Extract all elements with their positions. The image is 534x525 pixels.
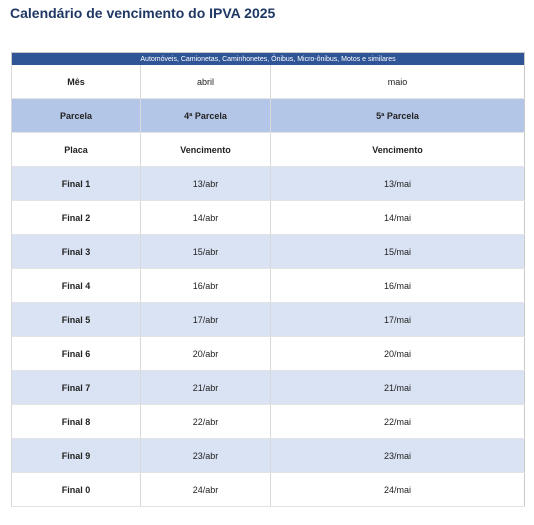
table-cell: Final 2 xyxy=(11,200,141,235)
table-cell: 24/mai xyxy=(270,472,525,507)
table-cell: Final 1 xyxy=(11,166,141,201)
table-row: Final 1 13/abr 13/mai xyxy=(11,166,525,201)
table-cell: 22/mai xyxy=(270,404,525,439)
table-cell: 15/abr xyxy=(140,234,271,269)
table-cell: 20/abr xyxy=(140,336,271,371)
table-cell: 23/abr xyxy=(140,438,271,473)
table-row: Parcela 4ª Parcela 5ª Parcela xyxy=(11,98,525,133)
table-cell: 24/abr xyxy=(140,472,271,507)
ipva-table: Automóveis, Camionetas, Caminhonetes, Ôn… xyxy=(11,52,525,507)
table-cell: Vencimento xyxy=(140,132,271,167)
table-row: Final 3 15/abr 15/mai xyxy=(11,234,525,269)
table-row: Final 0 24/abr 24/mai xyxy=(11,472,525,507)
table-cell: Final 3 xyxy=(11,234,141,269)
table-cell: 14/abr xyxy=(140,200,271,235)
table-cell: Final 0 xyxy=(11,472,141,507)
table-row: Mês abril maio xyxy=(11,65,525,99)
table-cell: 13/abr xyxy=(140,166,271,201)
table-row: Final 7 21/abr 21/mai xyxy=(11,370,525,405)
table-cell: Parcela xyxy=(11,98,141,133)
table-row: Final 5 17/abr 17/mai xyxy=(11,302,525,337)
table-row: Final 2 14/abr 14/mai xyxy=(11,200,525,235)
table-caption: Automóveis, Camionetas, Caminhonetes, Ôn… xyxy=(11,52,525,65)
table-cell: Vencimento xyxy=(270,132,525,167)
table-cell: 5ª Parcela xyxy=(270,98,525,133)
table-cell: 15/mai xyxy=(270,234,525,269)
table-cell: 14/mai xyxy=(270,200,525,235)
table-cell: Final 8 xyxy=(11,404,141,439)
caption-row: Automóveis, Camionetas, Caminhonetes, Ôn… xyxy=(11,52,525,65)
table-cell: Final 6 xyxy=(11,336,141,371)
table-cell: Placa xyxy=(11,132,141,167)
table-cell: 16/abr xyxy=(140,268,271,303)
table-cell: Final 5 xyxy=(11,302,141,337)
table-cell: abril xyxy=(140,65,271,99)
table-cell: 21/abr xyxy=(140,370,271,405)
table-row: Placa Vencimento Vencimento xyxy=(11,132,525,167)
page-title: Calendário de vencimento do IPVA 2025 xyxy=(10,5,276,21)
table-cell: 22/abr xyxy=(140,404,271,439)
table-cell: Mês xyxy=(11,65,141,99)
table-cell: 17/abr xyxy=(140,302,271,337)
table-row: Final 8 22/abr 22/mai xyxy=(11,404,525,439)
table-cell: Final 4 xyxy=(11,268,141,303)
table-cell: Final 9 xyxy=(11,438,141,473)
table-row: Final 9 23/abr 23/mai xyxy=(11,438,525,473)
table-row: Final 6 20/abr 20/mai xyxy=(11,336,525,371)
table-cell: 21/mai xyxy=(270,370,525,405)
table-cell: 17/mai xyxy=(270,302,525,337)
table-cell: 23/mai xyxy=(270,438,525,473)
table-cell: 20/mai xyxy=(270,336,525,371)
table-cell: 13/mai xyxy=(270,166,525,201)
table-cell: Final 7 xyxy=(11,370,141,405)
table-cell: 16/mai xyxy=(270,268,525,303)
table-cell: 4ª Parcela xyxy=(140,98,271,133)
table-cell: maio xyxy=(270,65,525,99)
table-row: Final 4 16/abr 16/mai xyxy=(11,268,525,303)
